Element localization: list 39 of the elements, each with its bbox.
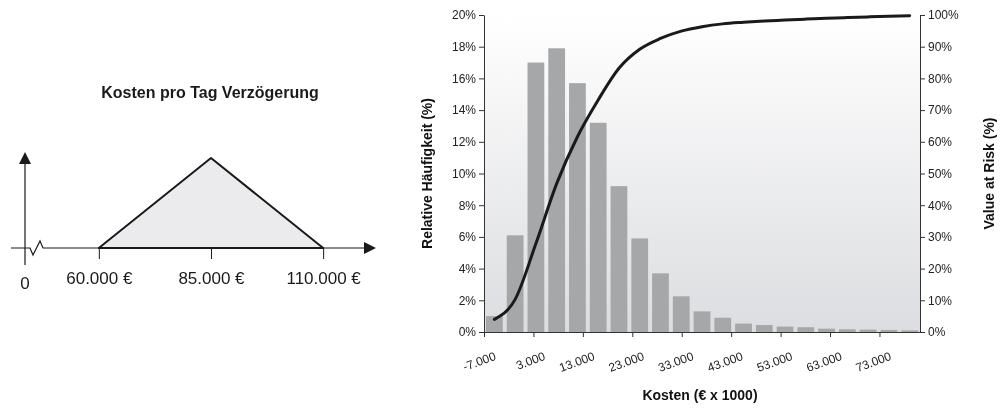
y-tick-label: 14% — [451, 103, 477, 118]
x-tick-label: 110.000 € — [286, 269, 362, 289]
x-tick-label: 3.000 — [514, 349, 548, 373]
y2-tick-label: 80% — [928, 71, 953, 86]
y-tick-label: 8% — [458, 198, 477, 213]
y2-tick-label: 10% — [928, 293, 953, 308]
y2-tick-label: 30% — [928, 230, 953, 245]
y2-tick-label: 100% — [928, 8, 960, 23]
chart-title: Kosten pro Tag Verzögerung — [101, 84, 319, 101]
x-axis-title: Kosten (€ x 1000) — [642, 387, 758, 403]
y-tick-label: 18% — [451, 40, 477, 55]
y-axis-title: Relative Häufigkeit (%) — [419, 98, 435, 249]
y-tick-label: 2% — [458, 293, 477, 308]
x-tick-label: 73.000 — [853, 349, 894, 375]
y-tick-label: 16% — [451, 71, 477, 86]
x-tick-label: -7.000 — [460, 349, 498, 374]
y2-tick-label: 90% — [928, 40, 953, 55]
y2-tick-label: 20% — [928, 261, 953, 276]
y2-tick-label: 50% — [928, 166, 953, 181]
y-tick-label: 4% — [458, 261, 477, 276]
x-tick-label: 60.000 € — [66, 269, 133, 289]
y2-tick-label: 60% — [928, 135, 953, 150]
x-tick-label: 23.000 — [606, 349, 647, 375]
y-tick-label: 20% — [451, 8, 477, 23]
x-tick-label: 63.000 — [804, 349, 845, 375]
y2-tick-label: 40% — [928, 198, 953, 213]
y2-tick-label: 0% — [928, 325, 946, 340]
x-tick-label: 85.000 € — [178, 269, 246, 289]
y-tick-label: 6% — [458, 230, 477, 245]
x-tick-label: 13.000 — [557, 349, 597, 375]
y2-axis-title: Value at Risk (%) — [981, 117, 997, 230]
x-tick-label: 43.000 — [705, 349, 746, 375]
x-tick-label: 33.000 — [656, 349, 696, 375]
x-tick-label: 53.000 — [755, 349, 795, 375]
y-tick-label: 0% — [458, 325, 477, 340]
text: 0 — [20, 274, 30, 293]
y2-tick-label: 70% — [928, 103, 953, 118]
y-tick-label: 10% — [451, 166, 477, 181]
y-tick-label: 12% — [451, 135, 477, 150]
